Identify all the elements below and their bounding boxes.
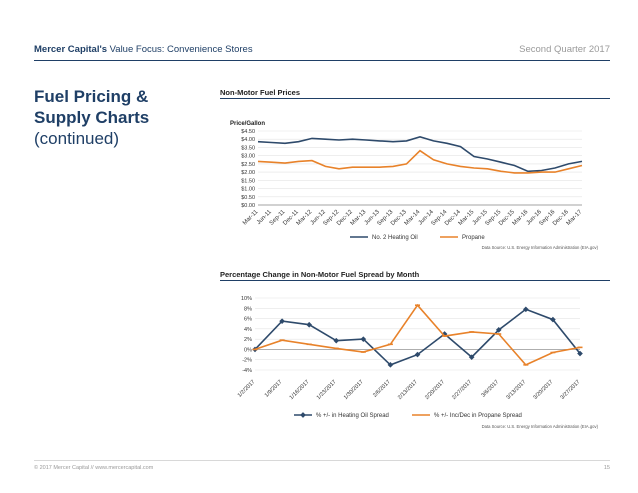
section-title-line2: Supply Charts: [34, 108, 150, 127]
section-title-line3: (continued): [34, 129, 120, 148]
x-tick-label: 2/13/2017: [397, 379, 419, 401]
y-tick-label: $4.00: [241, 137, 255, 143]
y-tick-label: $1.50: [241, 178, 255, 184]
x-tick-label: 3/13/2017: [505, 379, 527, 401]
legend-label: % +/- in Heating Oil Spread: [316, 413, 389, 419]
source-note: Data Source: U.S. Energy Information Adm…: [482, 245, 599, 250]
y-tick-label: $0.00: [241, 203, 255, 209]
data-point: [414, 351, 421, 358]
x-tick-label: 1/16/2017: [289, 379, 311, 401]
y-tick-label: $0.50: [241, 195, 255, 201]
header-rule: [34, 60, 610, 61]
footer-rule: [34, 460, 610, 461]
y-tick-label: 2%: [244, 337, 252, 343]
y-tick-label: 10%: [241, 296, 252, 302]
data-point: [333, 337, 340, 344]
x-tick-label: 1/30/2017: [343, 379, 365, 401]
data-point: [279, 318, 285, 324]
x-tick-label: 3/27/2017: [560, 379, 582, 401]
y-tick-label: $2.50: [241, 162, 255, 168]
footer-copyright: © 2017 Mercer Capital // www.mercercapit…: [34, 465, 154, 471]
header-period: Second Quarter 2017: [519, 44, 610, 55]
x-tick-label: Mar-17: [566, 209, 584, 227]
x-tick-label: 1/9/2017: [264, 379, 284, 399]
y-tick-label: $3.50: [241, 145, 255, 151]
data-point: [550, 316, 556, 323]
chart2-title-rule: [220, 280, 610, 281]
y-tick-label: $2.00: [241, 170, 255, 176]
y-tick-label: 4%: [244, 327, 252, 333]
data-point: [495, 327, 502, 333]
fuel-prices-chart: $0.00 $0.50 $1.00 $1.50 $2.00 $2.50 $3.00 $3.50…: [230, 121, 599, 250]
legend-label: % +/- Inc/Dec in Propane Spread: [434, 413, 522, 419]
y-tick-label: 8%: [244, 306, 252, 312]
source-note: Data Source: U.S. Energy Information Adm…: [482, 424, 599, 429]
y-tick-label: -2%: [242, 358, 252, 364]
y-tick-label: $4.50: [241, 129, 255, 135]
data-point: [523, 306, 529, 313]
data-point: [577, 350, 583, 357]
data-point: [468, 354, 475, 360]
x-tick-label: 3/20/2017: [532, 379, 554, 401]
y-tick-label: $1.00: [241, 187, 255, 193]
y-tick-label: 6%: [244, 317, 252, 323]
data-point: [306, 321, 312, 328]
header-publication-name: Value Focus: Convenience Stores: [107, 44, 253, 55]
chart2-title: Percentage Change in Non-Motor Fuel Spre…: [220, 270, 420, 279]
series-line-b: [257, 149, 583, 174]
header-publication: Mercer Capital's Value Focus: Convenienc…: [34, 44, 253, 55]
y-tick-label: 0%: [244, 347, 252, 353]
series-line-a: [257, 135, 583, 173]
y-axis-label: Price/Gallon: [230, 121, 265, 127]
x-tick-label: 3/6/2017: [481, 379, 501, 399]
y-tick-label: -4%: [242, 368, 252, 374]
page-number: 15: [603, 465, 610, 471]
chart1-title: Non-Motor Fuel Prices: [220, 88, 301, 97]
data-point: [387, 362, 394, 368]
x-tick-label: 2/20/2017: [424, 379, 446, 401]
legend-label: No. 2 Heating Oil: [372, 235, 418, 241]
x-tick-label: 1/2/2017: [237, 379, 257, 399]
section-title-line1: Fuel Pricing &: [34, 87, 149, 106]
data-point: [360, 336, 367, 342]
chart1-title-rule: [220, 98, 610, 99]
x-tick-label: 2/6/2017: [372, 379, 392, 399]
header-company: Mercer Capital's: [34, 44, 108, 55]
spread-change-chart: -4% -2% 0% 2% 4% 6% 8% 10% 1/2/2017 1/9/2017 1/16/…: [237, 296, 599, 429]
x-tick-label: 2/27/2017: [451, 379, 473, 401]
x-tick-label: 1/23/2017: [316, 379, 338, 401]
y-tick-label: $3.00: [241, 154, 255, 160]
section-title: Fuel Pricing & Supply Charts (continued): [34, 86, 204, 149]
legend-marker: [300, 412, 306, 418]
legend-label: Propane: [462, 235, 485, 241]
